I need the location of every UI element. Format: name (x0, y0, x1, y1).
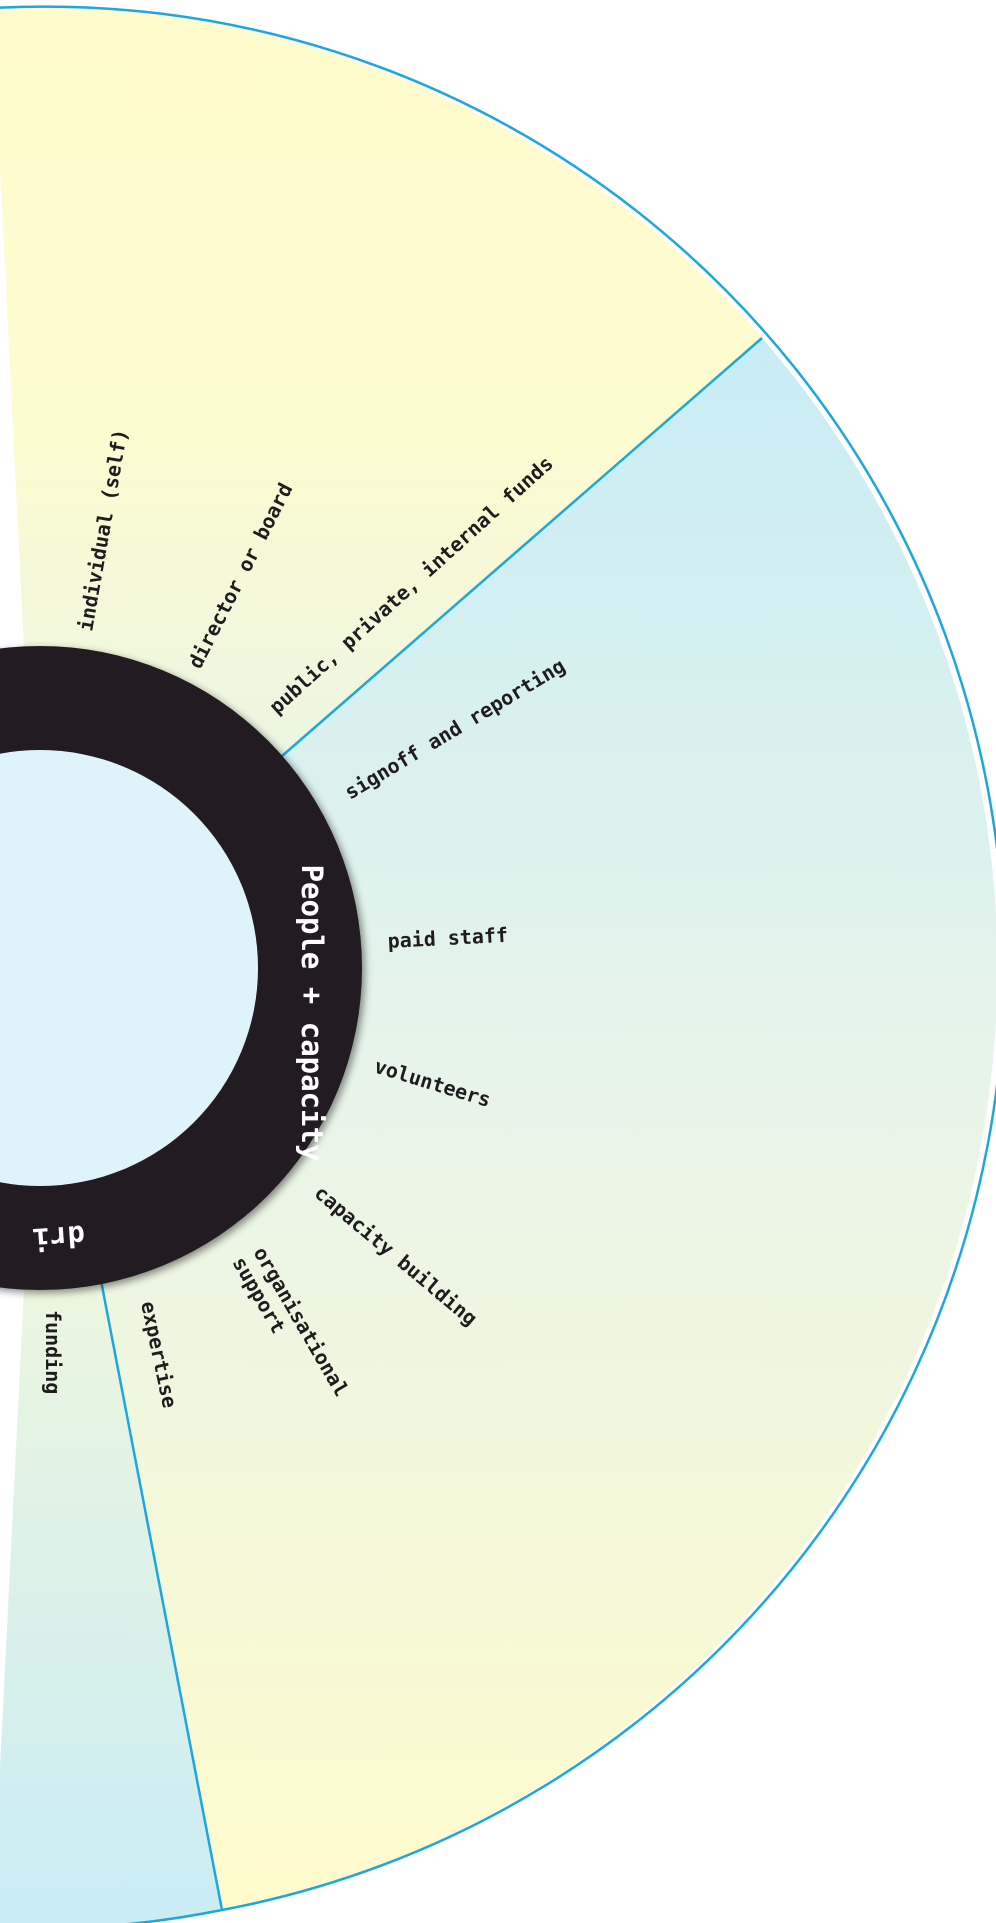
center-hub (0, 750, 258, 1186)
divider-funding-people (281, 337, 763, 757)
ring-label-people: People + capacity (295, 865, 329, 1162)
spoke-funding-lower: funding (41, 1310, 65, 1394)
divider-people-lower (96, 1264, 224, 1911)
wheel-outline (0, 5, 996, 1923)
sector-people (40, 338, 996, 1910)
ring-label-lower: dri (32, 1219, 87, 1257)
